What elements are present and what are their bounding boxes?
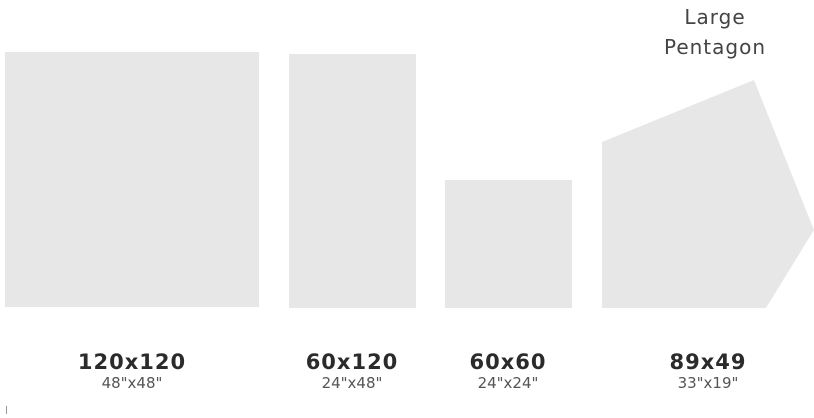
tile-89x49-label: 89x49 33"x19"	[618, 350, 798, 392]
edge-tick-mark	[6, 406, 7, 414]
pentagon-title-line1: Large	[684, 5, 746, 29]
tile-imperial-size: 24"x24"	[477, 374, 539, 392]
tile-60x60-shape[interactable]	[445, 180, 572, 308]
tile-metric-size: 89x49	[669, 350, 747, 374]
tile-120x120-label: 120x120 48"x48"	[42, 350, 222, 392]
tile-60x120-label: 60x120 24"x48"	[262, 350, 442, 392]
tile-imperial-size: 48"x48"	[101, 374, 163, 392]
tile-60x120-shape[interactable]	[289, 54, 416, 308]
pentagon-polygon	[602, 80, 814, 308]
tile-120x120-shape[interactable]	[5, 52, 259, 307]
tile-metric-size: 60x120	[305, 350, 399, 374]
large-pentagon-shape[interactable]	[600, 78, 814, 310]
pentagon-title-line2: Pentagon	[663, 35, 767, 59]
tile-imperial-size: 24"x48"	[321, 374, 383, 392]
tile-imperial-size: 33"x19"	[677, 374, 739, 392]
tile-metric-size: 60x60	[469, 350, 547, 374]
tile-metric-size: 120x120	[77, 350, 187, 374]
tile-60x60-label: 60x60 24"x24"	[418, 350, 598, 392]
pentagon-title: Large Pentagon	[646, 2, 784, 62]
